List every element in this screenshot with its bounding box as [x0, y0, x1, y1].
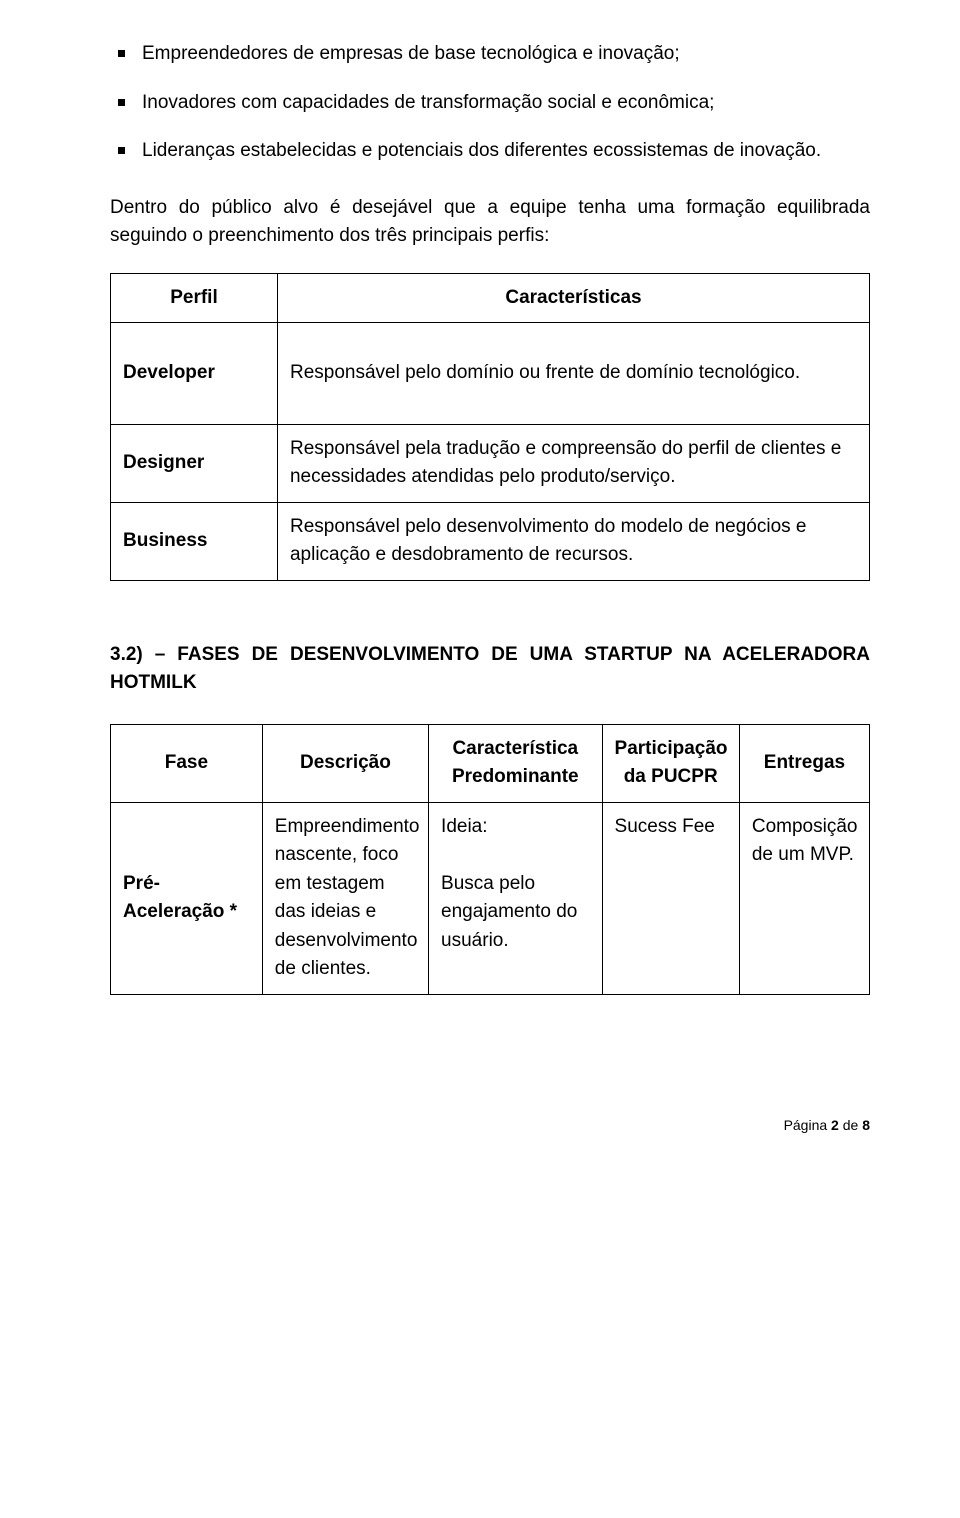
header-entregas: Entregas [739, 724, 869, 802]
cell-entregas: Composição de um MVP. [739, 802, 869, 994]
fases-table: Fase Descrição Característica Predominan… [110, 724, 870, 995]
cell-caracteristica: Ideia: Busca pelo engajamento do usuário… [429, 802, 602, 994]
section-heading: 3.2) – FASES DE DESENVOLVIMENTO DE UMA S… [110, 641, 870, 698]
header-fase: Fase [111, 724, 263, 802]
page-footer: Página 2 de 8 [110, 1115, 870, 1136]
intro-paragraph: Dentro do público alvo é desejável que a… [110, 194, 870, 251]
header-caracteristica: Característica Predominante [429, 724, 602, 802]
bullet-item: Lideranças estabelecidas e potenciais do… [110, 137, 870, 166]
footer-label: Página [784, 1117, 831, 1133]
footer-sep: de [839, 1117, 862, 1133]
bullet-list: Empreendedores de empresas de base tecno… [110, 40, 870, 166]
table-header-row: Perfil Características [111, 273, 870, 323]
bullet-item: Empreendedores de empresas de base tecno… [110, 40, 870, 69]
table-row: Designer Responsável pela tradução e com… [111, 424, 870, 502]
header-descricao: Descrição [262, 724, 428, 802]
table-header-row: Fase Descrição Característica Predominan… [111, 724, 870, 802]
cell-caracteristicas: Responsável pelo domínio ou frente de do… [277, 323, 869, 425]
header-participacao: Participação da PUCPR [602, 724, 739, 802]
footer-current-page: 2 [831, 1117, 839, 1133]
footer-total-pages: 8 [862, 1117, 870, 1133]
table-row: Developer Responsável pelo domínio ou fr… [111, 323, 870, 425]
cell-caracteristicas: Responsável pela tradução e compreensão … [277, 424, 869, 502]
table-row: Business Responsável pelo desenvolviment… [111, 502, 870, 580]
perfil-table: Perfil Características Developer Respons… [110, 273, 870, 581]
cell-caracteristicas: Responsável pelo desenvolvimento do mode… [277, 502, 869, 580]
cell-descricao: Empreendimento nascente, foco em testage… [262, 802, 428, 994]
table-row: Pré-Aceleração * Empreendimento nascente… [111, 802, 870, 994]
cell-participacao: Sucess Fee [602, 802, 739, 994]
cell-perfil: Developer [111, 323, 278, 425]
cell-perfil: Business [111, 502, 278, 580]
bullet-item: Inovadores com capacidades de transforma… [110, 89, 870, 118]
header-perfil: Perfil [111, 273, 278, 323]
header-caracteristicas: Características [277, 273, 869, 323]
cell-fase: Pré-Aceleração * [111, 802, 263, 994]
cell-perfil: Designer [111, 424, 278, 502]
